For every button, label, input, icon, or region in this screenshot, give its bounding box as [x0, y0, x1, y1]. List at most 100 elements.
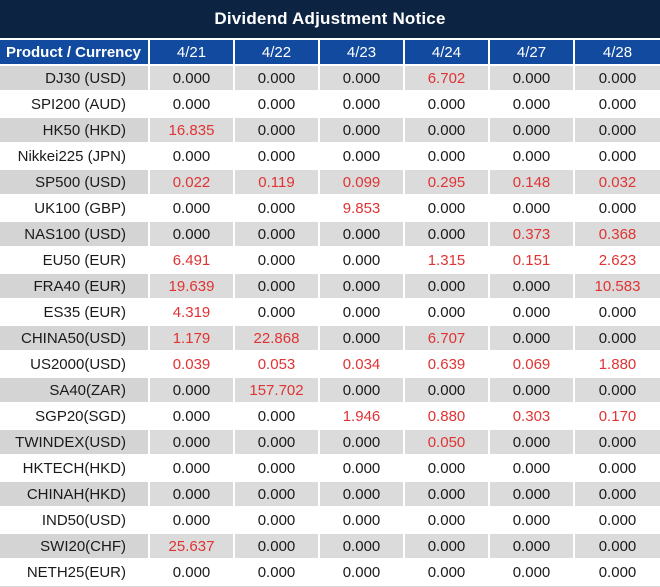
table-row: NETH25(EUR) 0.000 0.000 0.000 0.000 0.000 0.00… — [0, 560, 660, 586]
page-title: Dividend Adjustment Notice — [214, 9, 446, 28]
value-cell: 0.053 — [235, 352, 320, 378]
table-row: SA40(ZAR) 0.000 157.702 0.000 0.000 0.000 0.00… — [0, 378, 660, 404]
value-cell: 0.000 — [490, 456, 575, 482]
value-cell: 0.000 — [320, 118, 405, 144]
value-cell: 0.034 — [320, 352, 405, 378]
value-cell: 0.148 — [490, 170, 575, 196]
column-header-date: 4/23 — [320, 38, 405, 66]
table-row: US2000(USD) 0.039 0.053 0.034 0.639 0.069 1.88… — [0, 352, 660, 378]
table-row: NAS100 (USD) 0.000 0.000 0.000 0.000 0.373 0.3… — [0, 222, 660, 248]
value-cell: 0.032 — [575, 170, 660, 196]
value-cell: 0.000 — [320, 66, 405, 92]
value-cell: 0.000 — [235, 300, 320, 326]
value-cell: 0.000 — [405, 482, 490, 508]
table-row: HK50 (HKD) 16.835 0.000 0.000 0.000 0.000 0.00… — [0, 118, 660, 144]
value-cell: 0.000 — [320, 534, 405, 560]
value-cell: 1.315 — [405, 248, 490, 274]
table-row: CHINAH(HKD) 0.000 0.000 0.000 0.000 0.000 0.00… — [0, 482, 660, 508]
value-cell: 0.000 — [235, 430, 320, 456]
table-row: SWI20(CHF) 25.637 0.000 0.000 0.000 0.000 0.00… — [0, 534, 660, 560]
value-cell: 0.000 — [575, 560, 660, 586]
column-header-product: Product / Currency — [0, 38, 150, 66]
value-cell: 0.000 — [575, 66, 660, 92]
value-cell: 0.000 — [405, 508, 490, 534]
value-cell: 0.000 — [575, 456, 660, 482]
value-cell: 0.000 — [320, 274, 405, 300]
header-row: Product / Currency 4/21 4/22 4/23 4/24 4/27 4… — [0, 38, 660, 66]
value-cell: 0.000 — [235, 534, 320, 560]
value-cell: 9.853 — [320, 196, 405, 222]
table-row: SPI200 (AUD) 0.000 0.000 0.000 0.000 0.000 0.0… — [0, 92, 660, 118]
table-row: IND50(USD) 0.000 0.000 0.000 0.000 0.000 0.000 — [0, 508, 660, 534]
dividend-table: Product / Currency 4/21 4/22 4/23 4/24 4/27 4… — [0, 38, 660, 586]
value-cell: 157.702 — [235, 378, 320, 404]
value-cell: 0.000 — [490, 92, 575, 118]
value-cell: 22.868 — [235, 326, 320, 352]
value-cell: 0.000 — [405, 196, 490, 222]
value-cell: 0.000 — [235, 66, 320, 92]
value-cell: 0.000 — [575, 144, 660, 170]
value-cell: 0.295 — [405, 170, 490, 196]
value-cell: 0.639 — [405, 352, 490, 378]
column-header-date: 4/22 — [235, 38, 320, 66]
value-cell: 4.319 — [150, 300, 235, 326]
value-cell: 16.835 — [150, 118, 235, 144]
value-cell: 0.000 — [150, 404, 235, 430]
value-cell: 0.000 — [490, 508, 575, 534]
value-cell: 2.623 — [575, 248, 660, 274]
value-cell: 0.000 — [575, 430, 660, 456]
value-cell: 0.000 — [490, 560, 575, 586]
table-row: EU50 (EUR) 6.491 0.000 0.000 1.315 0.151 2.623 — [0, 248, 660, 274]
value-cell: 1.179 — [150, 326, 235, 352]
product-cell: HKTECH(HKD) — [0, 456, 150, 482]
value-cell: 6.702 — [405, 66, 490, 92]
value-cell: 0.000 — [575, 482, 660, 508]
table-row: SGP20(SGD) 0.000 0.000 1.946 0.880 0.303 0.170 — [0, 404, 660, 430]
value-cell: 0.000 — [575, 378, 660, 404]
value-cell: 0.000 — [490, 118, 575, 144]
product-cell: US2000(USD) — [0, 352, 150, 378]
value-cell: 0.000 — [575, 196, 660, 222]
value-cell: 0.000 — [235, 92, 320, 118]
value-cell: 0.000 — [150, 196, 235, 222]
value-cell: 0.000 — [490, 430, 575, 456]
value-cell: 0.000 — [320, 92, 405, 118]
value-cell: 0.000 — [235, 560, 320, 586]
value-cell: 0.000 — [235, 274, 320, 300]
value-cell: 0.151 — [490, 248, 575, 274]
column-header-date: 4/27 — [490, 38, 575, 66]
value-cell: 0.373 — [490, 222, 575, 248]
product-cell: NETH25(EUR) — [0, 560, 150, 586]
product-cell: SPI200 (AUD) — [0, 92, 150, 118]
value-cell: 0.050 — [405, 430, 490, 456]
value-cell: 0.000 — [150, 482, 235, 508]
product-cell: SGP20(SGD) — [0, 404, 150, 430]
value-cell: 0.170 — [575, 404, 660, 430]
value-cell: 6.491 — [150, 248, 235, 274]
value-cell: 0.000 — [235, 222, 320, 248]
value-cell: 0.303 — [490, 404, 575, 430]
value-cell: 0.000 — [490, 300, 575, 326]
value-cell: 0.000 — [235, 144, 320, 170]
value-cell: 0.039 — [150, 352, 235, 378]
value-cell: 0.000 — [490, 196, 575, 222]
value-cell: 0.000 — [575, 118, 660, 144]
value-cell: 19.639 — [150, 274, 235, 300]
product-cell: Nikkei225 (JPN) — [0, 144, 150, 170]
product-cell: FRA40 (EUR) — [0, 274, 150, 300]
value-cell: 0.000 — [575, 534, 660, 560]
value-cell: 0.000 — [235, 248, 320, 274]
value-cell: 0.000 — [320, 482, 405, 508]
value-cell: 0.000 — [150, 430, 235, 456]
product-cell: NAS100 (USD) — [0, 222, 150, 248]
value-cell: 0.069 — [490, 352, 575, 378]
value-cell: 0.000 — [405, 274, 490, 300]
table-row: UK100 (GBP) 0.000 0.000 9.853 0.000 0.000 0.00… — [0, 196, 660, 222]
column-header-date: 4/21 — [150, 38, 235, 66]
value-cell: 0.000 — [575, 508, 660, 534]
value-cell: 0.000 — [405, 118, 490, 144]
value-cell: 0.000 — [150, 456, 235, 482]
product-cell: IND50(USD) — [0, 508, 150, 534]
value-cell: 0.000 — [405, 456, 490, 482]
